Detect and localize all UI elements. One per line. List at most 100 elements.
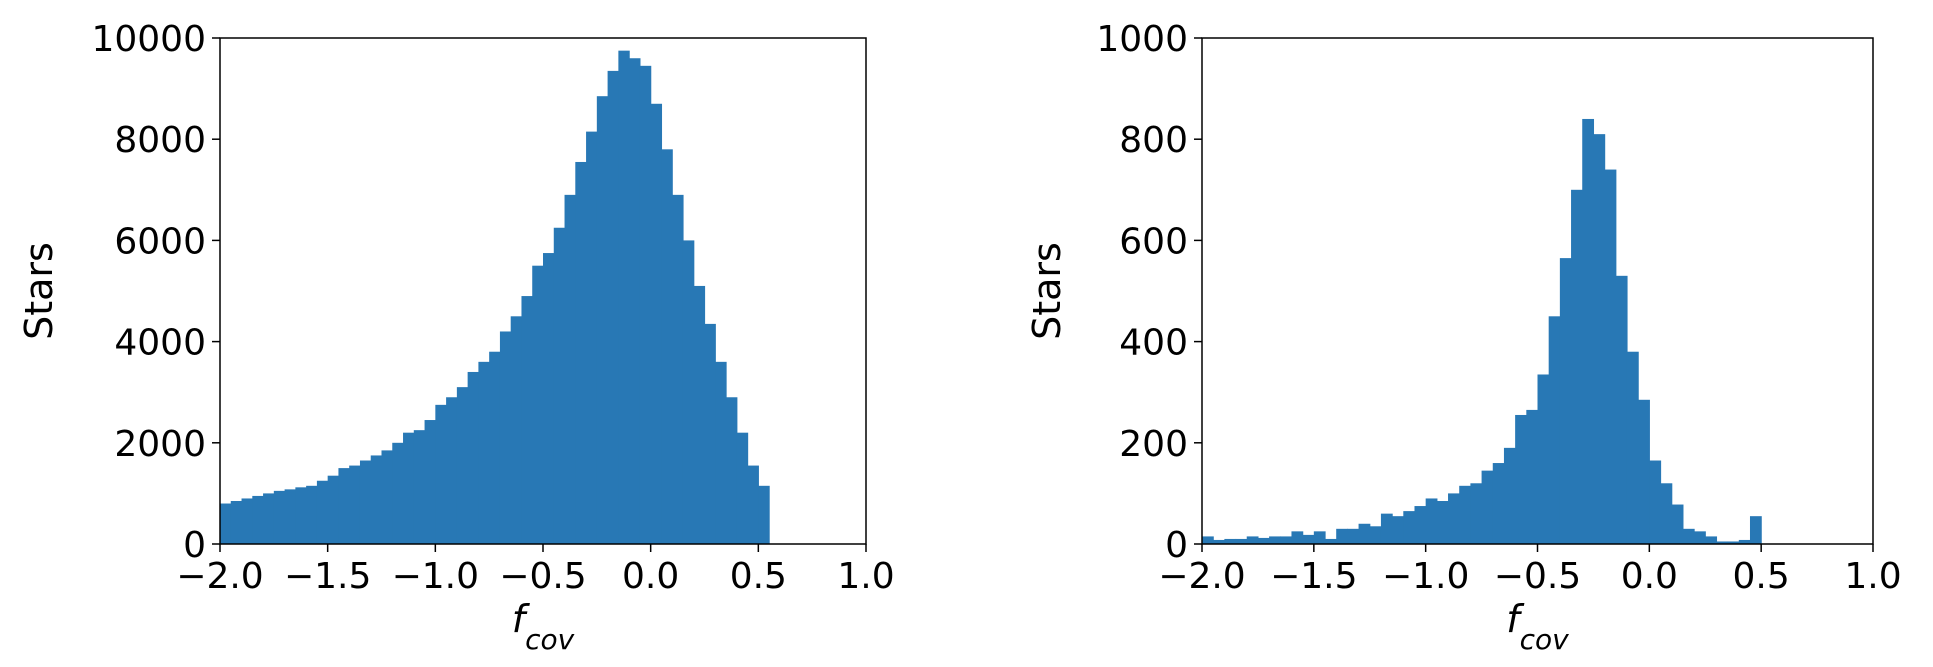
histogram-bar: [1559, 258, 1572, 544]
histogram-bar: [1436, 500, 1449, 544]
histogram-bar: [284, 489, 296, 544]
histogram-bar: [1269, 536, 1281, 544]
histogram-bar: [230, 500, 243, 544]
histogram-bar: [316, 480, 329, 544]
histogram-bar: [1470, 483, 1483, 544]
histogram-bar: [220, 503, 232, 544]
x-tick-label: −1.0: [1382, 556, 1469, 597]
histogram-bar: [467, 371, 479, 544]
histogram-bar: [1280, 536, 1293, 544]
x-axis-right: −2.0 −1.5 −1.0 −0.5 0.0 0.5 1.0: [1158, 544, 1902, 597]
histogram-bar: [435, 404, 447, 544]
histogram-bar: [1515, 414, 1527, 544]
histogram-bar: [532, 265, 544, 544]
histogram-bar: [1414, 506, 1427, 544]
bars-left: [220, 50, 770, 545]
histogram-bar: [1202, 536, 1214, 544]
histogram-bar: [338, 468, 350, 544]
histogram-bar: [596, 96, 609, 544]
histogram-bar: [359, 460, 372, 544]
histogram-bar: [1503, 447, 1516, 544]
histogram-bar: [618, 50, 630, 545]
histogram-bar: [575, 161, 587, 544]
histogram-bar: [1213, 539, 1225, 544]
histogram-bar: [1313, 531, 1326, 544]
x-tick-label: −0.5: [499, 556, 586, 597]
histogram-bar: [1336, 528, 1348, 544]
histogram-bar: [650, 103, 663, 544]
histogram-bar: [543, 253, 555, 545]
histogram-bar: [1660, 483, 1673, 544]
histogram-bar: [1380, 513, 1393, 544]
histogram-bar: [672, 194, 684, 545]
histogram-bar: [1626, 351, 1639, 544]
histogram-bar: [381, 450, 393, 544]
histogram-bar: [370, 455, 383, 544]
y-tick-label: 8000: [114, 120, 206, 161]
y-tick-label: 6000: [114, 221, 206, 262]
histogram-bar: [306, 485, 318, 544]
histogram-bar: [715, 361, 727, 544]
histogram-panel-right: 0 200 400 600 800 1000 −2.0 −1.5 −1.0 −0.5 0.0 0.5…: [1025, 19, 1902, 656]
histogram-bar: [1694, 531, 1706, 544]
histogram-bar: [1582, 118, 1595, 545]
histogram-bar: [1403, 511, 1416, 544]
histogram-bar: [446, 397, 458, 544]
histogram-bar: [1649, 460, 1662, 544]
histogram-bar: [1325, 538, 1337, 544]
histogram-bar: [693, 285, 706, 544]
histogram-bar: [1705, 536, 1718, 544]
histogram-bar: [273, 490, 286, 544]
histogram-bar: [521, 296, 533, 544]
histogram-bar: [1358, 523, 1371, 544]
histogram-bar: [1392, 516, 1404, 544]
histogram-bar: [553, 227, 566, 544]
x-tick-label: −2.0: [1158, 556, 1245, 597]
x-tick-label: −2.0: [176, 556, 263, 597]
histogram-bar: [661, 149, 673, 544]
histogram-bar: [1492, 463, 1505, 544]
histogram-bar: [1671, 504, 1684, 544]
histogram-bar: [295, 487, 307, 544]
histogram-bar: [1302, 534, 1315, 544]
y-tick-label: 2000: [114, 424, 206, 465]
histogram-bar: [489, 351, 501, 544]
histogram-bar: [1749, 516, 1762, 544]
histogram-bar: [1593, 134, 1606, 544]
histogram-bar: [704, 323, 716, 544]
histogram-bar: [1604, 169, 1617, 544]
histogram-bar: [1571, 189, 1583, 545]
histogram-bar: [639, 65, 652, 544]
histogram-bar: [586, 131, 598, 545]
histogram-bar: [1448, 493, 1460, 544]
histogram-bar: [392, 442, 404, 544]
x-tick-label: −1.5: [1270, 556, 1357, 597]
y-tick-label: 0: [183, 525, 206, 566]
x-axis-title-right: fcov: [1506, 597, 1569, 656]
x-tick-label: 0.5: [1733, 556, 1790, 597]
y-tick-label: 0: [1165, 525, 1188, 566]
histogram-bar: [726, 397, 738, 544]
x-axis-title-left: fcov: [512, 597, 575, 656]
histogram-bar: [252, 495, 264, 544]
histogram-bar: [1526, 409, 1539, 544]
histogram-bar: [510, 316, 523, 544]
x-tick-label: 0.0: [1621, 556, 1678, 597]
x-axis-left: −2.0 −1.5 −1.0 −0.5 0.0 0.5 1.0: [176, 544, 895, 597]
histogram-bar: [1738, 539, 1751, 544]
y-axis-left: 0 2000 4000 6000 8000 10000: [91, 19, 220, 566]
histogram-bar: [1716, 541, 1729, 544]
histogram-bar: [413, 430, 426, 544]
x-tick-label: −1.5: [284, 556, 371, 597]
histogram-bar: [736, 432, 749, 544]
histogram-bar: [456, 387, 469, 544]
x-axis-title-sub-right: cov: [1520, 623, 1570, 656]
histogram-bar: [1615, 275, 1628, 544]
y-tick-label: 10000: [91, 19, 206, 60]
x-tick-label: 1.0: [837, 556, 894, 597]
histogram-bar: [1224, 538, 1237, 544]
histogram-bar: [1548, 316, 1561, 544]
bars-right: [1202, 118, 1762, 545]
histogram-bar: [747, 465, 759, 544]
histogram-bar: [1638, 399, 1650, 544]
